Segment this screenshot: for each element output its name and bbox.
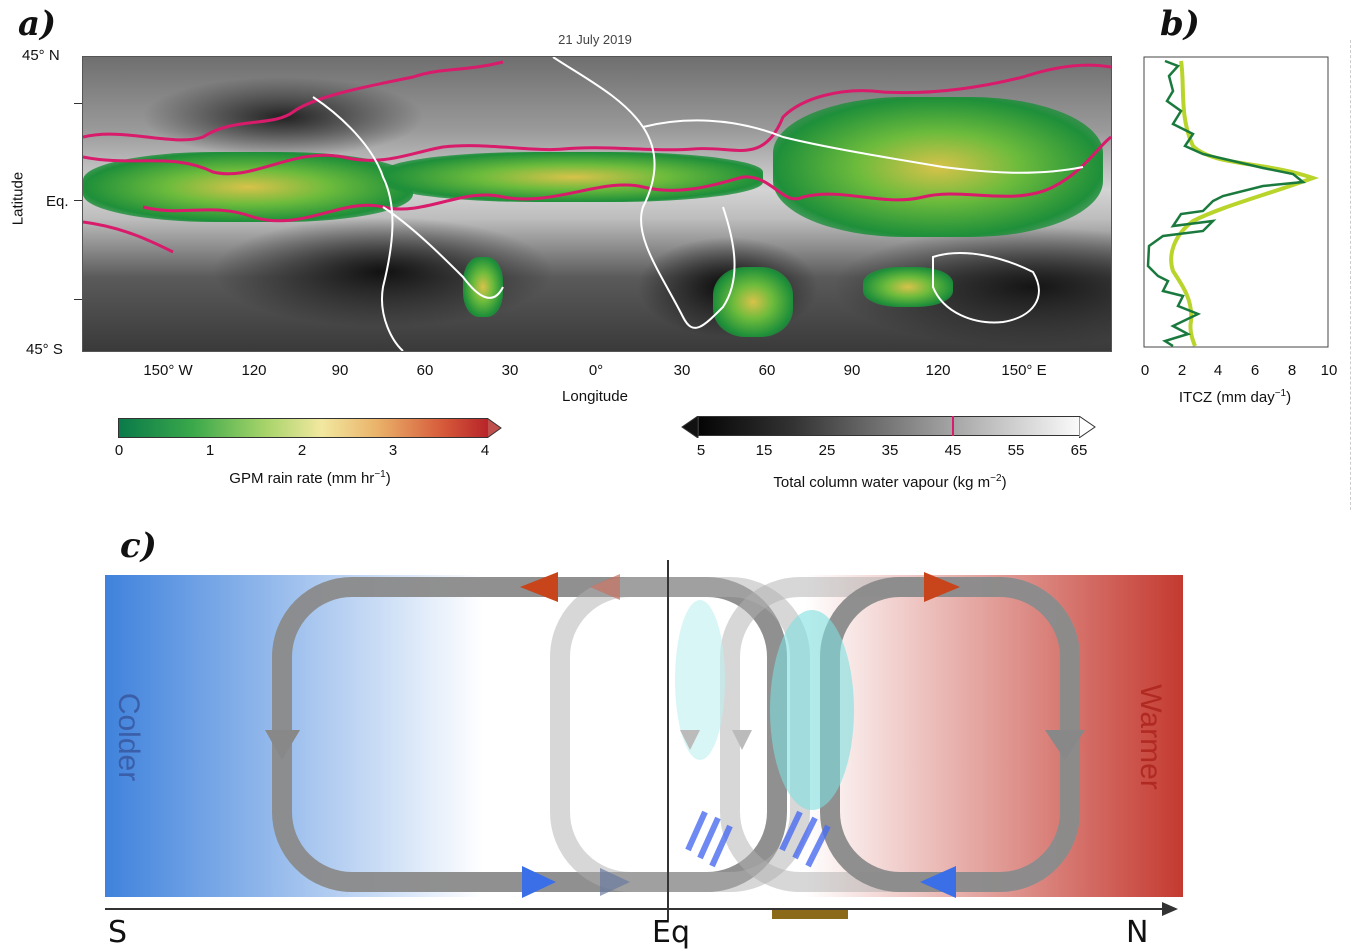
tcwv-cb-extend-right	[1079, 416, 1096, 438]
lon-tick-3: 60	[416, 362, 434, 379]
rain-cb-tick-0: 0	[114, 442, 124, 459]
tcwv-cb-tick-6: 65	[1070, 442, 1088, 459]
tcwv-cb-tick-0: 5	[696, 442, 706, 459]
map-overlay	[83, 57, 1111, 351]
itcz-x-tick-2: 4	[1213, 362, 1223, 379]
itcz-x-label: ITCZ (mm day−1)	[1178, 388, 1292, 406]
lat-axis-label: Latitude	[9, 171, 27, 226]
rain-rate-colorbar	[118, 418, 488, 438]
map-title: 21 July 2019	[558, 32, 632, 47]
temperature-gradient-bg	[105, 575, 1183, 897]
arrow-left-down	[265, 730, 300, 760]
panel-a-label: a)	[18, 4, 57, 44]
tcwv-cb-tick-2: 25	[818, 442, 836, 459]
water-vapour-map	[82, 56, 1112, 352]
arrow-upper-left	[520, 572, 558, 602]
lon-tick-9: 120	[925, 362, 951, 379]
ocean-marker	[772, 910, 848, 919]
itcz-x-tick-1: 2	[1177, 362, 1187, 379]
tcwv-cb-tick-1: 15	[755, 442, 773, 459]
lon-axis-label: Longitude	[562, 388, 628, 405]
hadley-schematic	[105, 560, 1183, 920]
tcwv-colorbar	[698, 416, 1080, 436]
arrow-up-faint1	[680, 730, 700, 750]
convective-cloud	[770, 610, 854, 810]
warmer-label: Warmer	[1134, 684, 1167, 790]
tcwv-cb-tick-5: 55	[1007, 442, 1025, 459]
lon-tick-5: 0°	[588, 362, 604, 379]
itcz-x-tick-0: 0	[1140, 362, 1150, 379]
arrow-lower-faint	[600, 868, 630, 896]
lon-tick-0: 150° W	[143, 362, 193, 379]
panel-b-label: b)	[1160, 4, 1200, 44]
arrow-right-down	[1045, 730, 1085, 760]
itcz-x-tick-3: 6	[1250, 362, 1260, 379]
lat-tick-45s: 45° S	[26, 341, 63, 358]
lon-tick-6: 30	[673, 362, 691, 379]
tcwv-cb-tick-4: 45	[944, 442, 962, 459]
rain-cb-extend-arrow	[487, 418, 502, 438]
axis-label-n: N	[1126, 915, 1149, 950]
itcz-x-tick-5: 10	[1320, 362, 1338, 379]
surface-flux-hatch-right	[779, 810, 831, 868]
lon-tick-7: 60	[758, 362, 776, 379]
rain-cb-label: GPM rain rate (mm hr−1)	[229, 469, 391, 487]
itcz-raw-line	[1146, 59, 1307, 348]
coastlines	[312, 57, 1084, 351]
lon-tick-1: 120	[241, 362, 267, 379]
lat-tick-45n: 45° N	[22, 47, 60, 64]
lat-tick-eq: Eq.	[46, 193, 69, 210]
arrow-upper-right	[924, 572, 960, 602]
lon-tick-10: 150° E	[1001, 362, 1047, 379]
surface-flux-hatch-left	[685, 810, 733, 868]
lon-tick-2: 90	[331, 362, 349, 379]
faint-cloud	[675, 600, 725, 760]
axis-label-eq: Eq	[652, 915, 690, 950]
tcwv-cb-label: Total column water vapour (kg m−2)	[773, 473, 1007, 491]
axis-label-s: S	[108, 915, 128, 950]
arrow-upper-faint	[590, 574, 620, 600]
rain-cb-tick-2: 2	[297, 442, 307, 459]
panel-c-label: c)	[120, 526, 157, 566]
lon-tick-8: 90	[843, 362, 861, 379]
lon-tick-4: 30	[501, 362, 519, 379]
tcwv-cb-tick-3: 35	[881, 442, 899, 459]
rain-cb-tick-1: 1	[205, 442, 215, 459]
rain-cb-tick-3: 3	[388, 442, 398, 459]
arrow-lower-right	[920, 866, 956, 898]
arrow-up-faint2	[732, 730, 752, 750]
colder-label: Colder	[112, 692, 145, 782]
arrow-lower-left	[522, 866, 556, 898]
tcwv-itcz-threshold	[952, 416, 954, 436]
rain-cb-tick-4: 4	[480, 442, 490, 459]
itcz-contour	[83, 60, 1111, 254]
itcz-profile-plot	[1143, 56, 1329, 348]
itcz-x-tick-4: 8	[1287, 362, 1297, 379]
tcwv-cb-extend-left	[681, 416, 699, 438]
